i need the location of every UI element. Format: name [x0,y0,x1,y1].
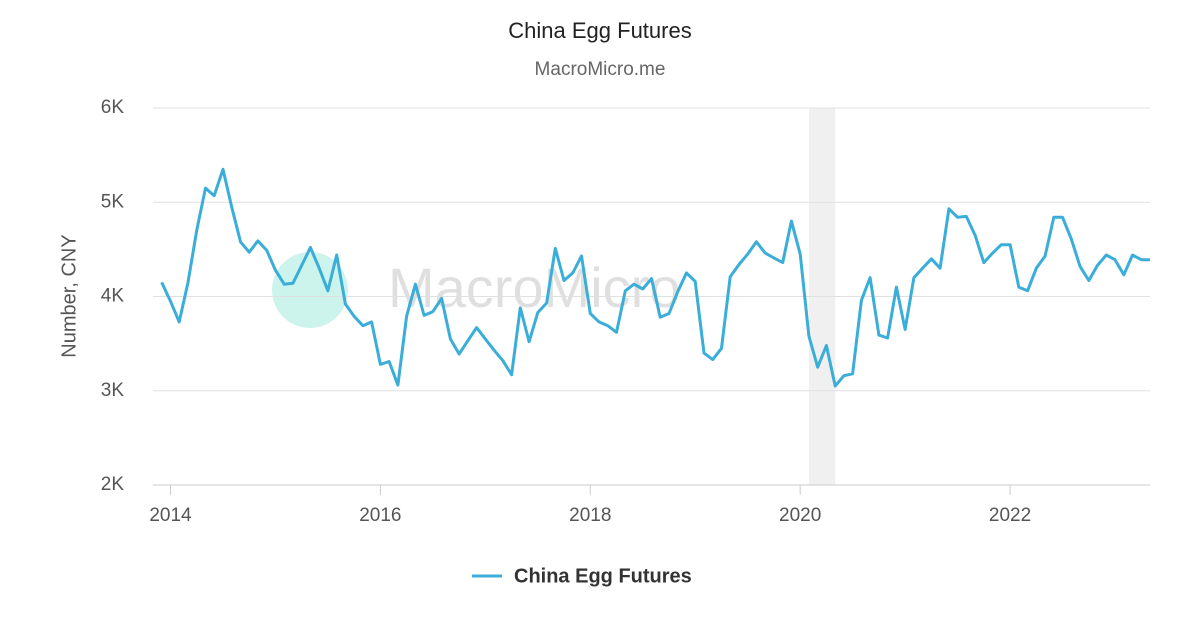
y-axis-label: Number, CNY [58,234,80,357]
x-tick-label: 2014 [149,505,192,526]
chart-subtitle: MacroMicro.me [535,59,666,80]
x-tick-label: 2020 [779,505,821,526]
y-tick-label: 6K [101,97,125,118]
y-tick-label: 4K [101,286,125,307]
x-tick-label: 2022 [989,505,1031,526]
y-tick-label: 5K [101,191,125,212]
watermark-logo [272,252,348,328]
x-tick-label: 2016 [359,505,401,526]
x-tick-label: 2018 [569,505,611,526]
y-tick-label: 2K [101,474,125,495]
line [160,167,1150,388]
legend-label: China Egg Futures [514,565,692,587]
chart-title: China Egg Futures [508,18,691,43]
y-tick-label: 3K [101,380,125,401]
